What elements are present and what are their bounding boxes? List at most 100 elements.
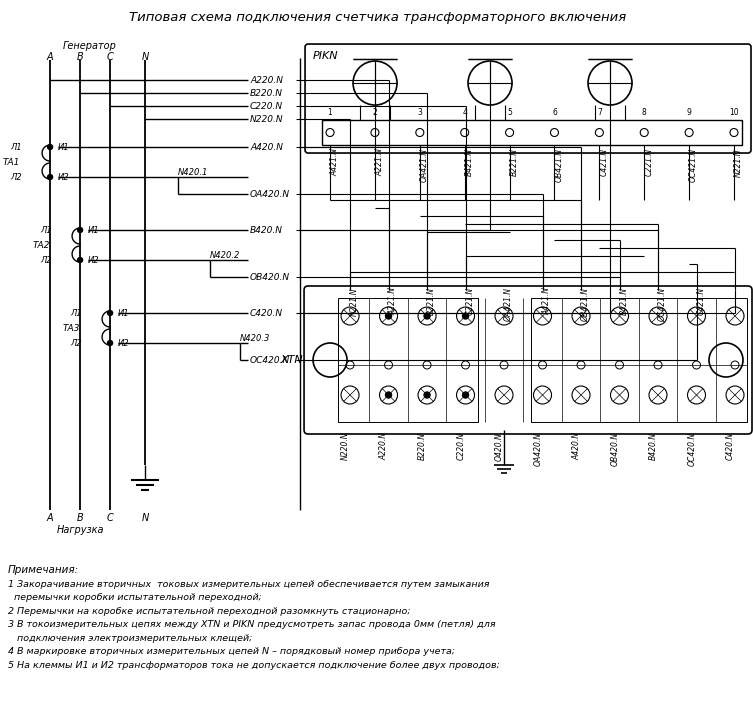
Text: 4: 4 [462,108,467,117]
Text: 7: 7 [597,108,602,117]
Text: OB420.N: OB420.N [250,272,290,282]
Text: Л1: Л1 [41,226,52,234]
Circle shape [462,392,468,398]
Text: Л2: Л2 [11,173,22,182]
Text: N: N [142,52,148,62]
Circle shape [386,392,392,398]
Text: Типовая схема подключения счетчика трансформаторного включения: Типовая схема подключения счетчика транс… [130,11,626,23]
Text: 8: 8 [642,108,647,117]
Text: И1: И1 [58,142,70,152]
Text: OA421.N: OA421.N [504,287,513,321]
Text: N221.N: N221.N [734,148,743,176]
Text: C221.N: C221.N [465,287,474,315]
Text: B: B [77,52,84,62]
Text: OB421.N: OB421.N [554,148,563,182]
Text: B: B [77,513,84,523]
Text: OA420.N: OA420.N [250,189,290,198]
Circle shape [424,392,430,398]
Text: C221.N: C221.N [645,148,654,176]
Text: B421.N: B421.N [620,287,629,315]
Text: 3: 3 [417,108,422,117]
Text: B221.N: B221.N [427,287,436,315]
Text: Л2: Л2 [71,338,82,348]
Text: ТА3: ТА3 [62,324,80,333]
Text: C220.N: C220.N [456,432,465,460]
Text: A420.N: A420.N [572,432,581,460]
Text: OA420.N: OA420.N [534,432,542,466]
Text: ТА2: ТА2 [32,240,50,250]
Text: Нагрузка: Нагрузка [56,525,104,535]
Text: OA421.N: OA421.N [420,148,428,182]
Text: N420.3: N420.3 [240,333,270,343]
Text: 2: 2 [373,108,377,117]
Text: подключения электроизмерительных клещей;: подключения электроизмерительных клещей; [8,634,252,643]
Text: И1: И1 [88,226,99,234]
Text: A421.N: A421.N [330,148,339,176]
Text: ТА1: ТА1 [3,158,20,166]
Text: A: A [47,513,53,523]
Circle shape [47,174,53,179]
Text: A221.N: A221.N [389,287,398,315]
Bar [322,120,742,145]
Text: И2: И2 [118,338,130,348]
Text: C220.N: C220.N [250,102,283,110]
Circle shape [78,227,83,232]
Text: перемычки коробки испытательной переходной;: перемычки коробки испытательной переходн… [8,593,262,603]
Text: N420.1: N420.1 [178,168,209,176]
Text: OC420.N: OC420.N [250,356,291,364]
Circle shape [108,311,113,316]
Text: B220.N: B220.N [250,89,283,97]
Circle shape [47,144,53,150]
Text: OC420.N: OC420.N [687,432,697,466]
Text: 5 На клеммы И1 и И2 трансформаторов тока не допускается подключение более двух п: 5 На клеммы И1 и И2 трансформаторов тока… [8,661,500,670]
Text: A220.N: A220.N [380,432,389,460]
Text: Л1: Л1 [71,309,82,317]
Text: 10: 10 [729,108,739,117]
Text: 5: 5 [508,108,512,117]
Text: XTN: XTN [280,355,303,365]
Text: OB420.N: OB420.N [611,432,620,466]
Text: N420.2: N420.2 [210,250,240,259]
Text: Генератор: Генератор [63,41,117,51]
Text: B421.N: B421.N [465,148,474,176]
Text: Л1: Л1 [11,142,22,152]
Text: Л2: Л2 [41,256,52,264]
Text: A420.N: A420.N [250,142,283,152]
Text: C421.N: C421.N [599,148,608,176]
Circle shape [78,258,83,263]
Circle shape [424,313,430,319]
Text: 3 В токоизмерительных цепях между XTN и PIKN предусмотреть запас провода 0мм (пе: 3 В токоизмерительных цепях между XTN и … [8,621,495,629]
Text: OC421.N: OC421.N [689,148,698,182]
Text: OC421.N: OC421.N [658,287,667,321]
Text: И1: И1 [118,309,130,317]
Text: C420.N: C420.N [250,309,283,317]
Text: B420.N: B420.N [250,226,283,234]
Circle shape [386,313,392,319]
Text: PIKN: PIKN [313,51,339,61]
Text: N220.N: N220.N [341,432,350,460]
Bar [338,298,477,422]
Text: 4 В маркировке вторичных измерительных цепей N – порядковый номер прибора учета;: 4 В маркировке вторичных измерительных ц… [8,648,456,656]
Text: C421.N: C421.N [697,287,706,315]
Text: C: C [107,52,114,62]
Text: N220.N: N220.N [250,115,284,123]
Text: 1 Закорачивание вторичных  токовых измерительных цепей обеспечивается путем замы: 1 Закорачивание вторичных токовых измери… [8,580,489,589]
Text: Примечания:: Примечания: [8,565,79,575]
Text: OB421.N: OB421.N [581,287,590,321]
Text: B420.N: B420.N [649,432,658,460]
Circle shape [108,340,113,346]
Text: И2: И2 [88,256,99,264]
Text: 1: 1 [328,108,332,117]
Text: 9: 9 [687,108,691,117]
Text: N221.N: N221.N [350,287,359,316]
Text: И2: И2 [58,173,70,182]
Text: 6: 6 [552,108,557,117]
Text: A: A [47,52,53,62]
Text: O420.N: O420.N [495,432,504,461]
Circle shape [462,313,468,319]
Text: C: C [107,513,114,523]
Text: B220.N: B220.N [418,432,427,460]
Text: A220.N: A220.N [250,76,283,84]
Text: N: N [142,513,148,523]
Text: A421.N: A421.N [542,287,551,315]
